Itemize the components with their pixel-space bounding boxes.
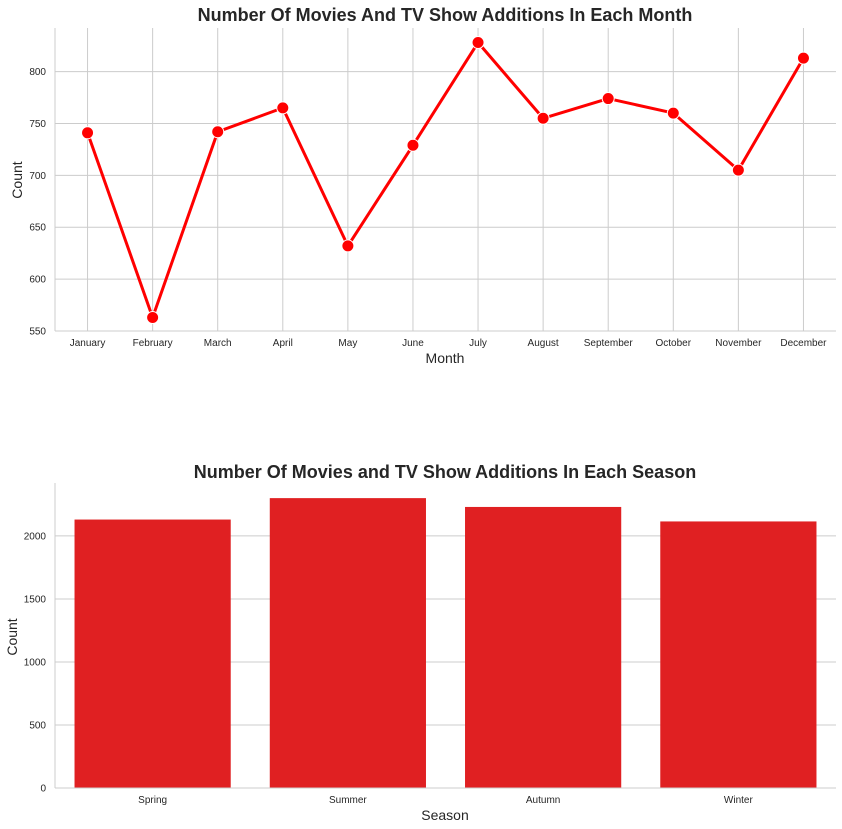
line-chart-y-tick-label: 800: [29, 67, 46, 78]
line-chart-x-tick-label: November: [715, 338, 762, 349]
line-chart-x-label: Month: [426, 350, 465, 366]
bar-chart-y-tick-label: 1000: [24, 657, 47, 668]
line-chart-point: [276, 101, 290, 115]
line-chart-x-tick-label: June: [402, 338, 424, 349]
monthly-additions-line-chart: Number Of Movies And TV Show Additions I…: [9, 5, 836, 366]
line-chart-point: [406, 138, 420, 152]
bar-chart-x-tick-label: Summer: [329, 795, 367, 806]
line-chart-point: [666, 106, 680, 120]
bar-chart-x-tick-label: Spring: [138, 795, 167, 806]
bar-chart-bar: [660, 521, 817, 788]
bar-chart-x-label: Season: [421, 807, 468, 823]
line-chart-point: [731, 163, 745, 177]
line-chart-x-tick-label: May: [338, 338, 357, 349]
line-chart-y-tick-label: 550: [29, 327, 46, 338]
bar-chart-y-tick-label: 500: [29, 720, 46, 731]
bar-chart-bar: [465, 506, 622, 788]
bar-chart-x-tick-label: Winter: [724, 795, 754, 806]
line-chart-x-ticks: January February March April May June July Augu…: [70, 338, 827, 349]
bar-chart-y-tick-label: 0: [40, 784, 46, 795]
bar-chart-y-ticks: 0 500 1000 1500 2000: [24, 531, 47, 794]
line-chart-gridlines: [55, 28, 836, 332]
line-chart-series-line: [86, 41, 805, 320]
line-chart-x-tick-label: July: [469, 338, 487, 349]
line-chart-y-ticks: 550 600 650 700 750 800: [29, 67, 46, 337]
line-chart-x-tick-label: April: [273, 338, 293, 349]
line-chart-point: [146, 311, 160, 325]
line-chart-point: [601, 92, 615, 106]
bar-chart-title: Number Of Movies and TV Show Additions I…: [194, 462, 696, 482]
line-chart-x-tick-label: February: [133, 338, 173, 349]
line-chart-point: [211, 125, 225, 139]
bar-chart-y-tick-label: 2000: [24, 531, 47, 542]
line-chart-point: [471, 36, 485, 50]
line-chart-x-tick-label: January: [70, 338, 106, 349]
line-chart-point: [341, 239, 355, 253]
bar-chart-y-label: Count: [4, 618, 20, 655]
line-chart-y-tick-label: 600: [29, 275, 46, 286]
line-chart-point: [796, 51, 810, 65]
line-chart-title: Number Of Movies And TV Show Additions I…: [198, 5, 693, 25]
line-chart-y-label: Count: [9, 161, 25, 198]
line-chart-x-tick-label: September: [584, 338, 634, 349]
bar-chart-bar: [269, 498, 426, 788]
line-chart-point: [536, 111, 550, 125]
line-chart-x-tick-label: August: [528, 338, 559, 349]
line-chart-y-tick-label: 700: [29, 171, 46, 182]
bar-chart-y-tick-label: 1500: [24, 594, 47, 605]
line-chart-y-tick-label: 750: [29, 119, 46, 130]
line-chart-x-tick-label: December: [780, 338, 827, 349]
bar-chart-bar: [74, 519, 231, 788]
line-chart-y-tick-label: 650: [29, 223, 46, 234]
line-chart-point: [81, 126, 95, 140]
bar-chart-x-tick-label: Autumn: [526, 795, 560, 806]
line-chart-x-tick-label: March: [204, 338, 232, 349]
bar-chart-bars: [74, 498, 817, 788]
line-chart-series: [81, 36, 810, 325]
line-chart-x-tick-label: October: [656, 338, 692, 349]
seasonal-additions-bar-chart: Number Of Movies and TV Show Additions I…: [4, 462, 836, 823]
bar-chart-x-ticks: Spring Summer Autumn Winter: [138, 795, 753, 806]
